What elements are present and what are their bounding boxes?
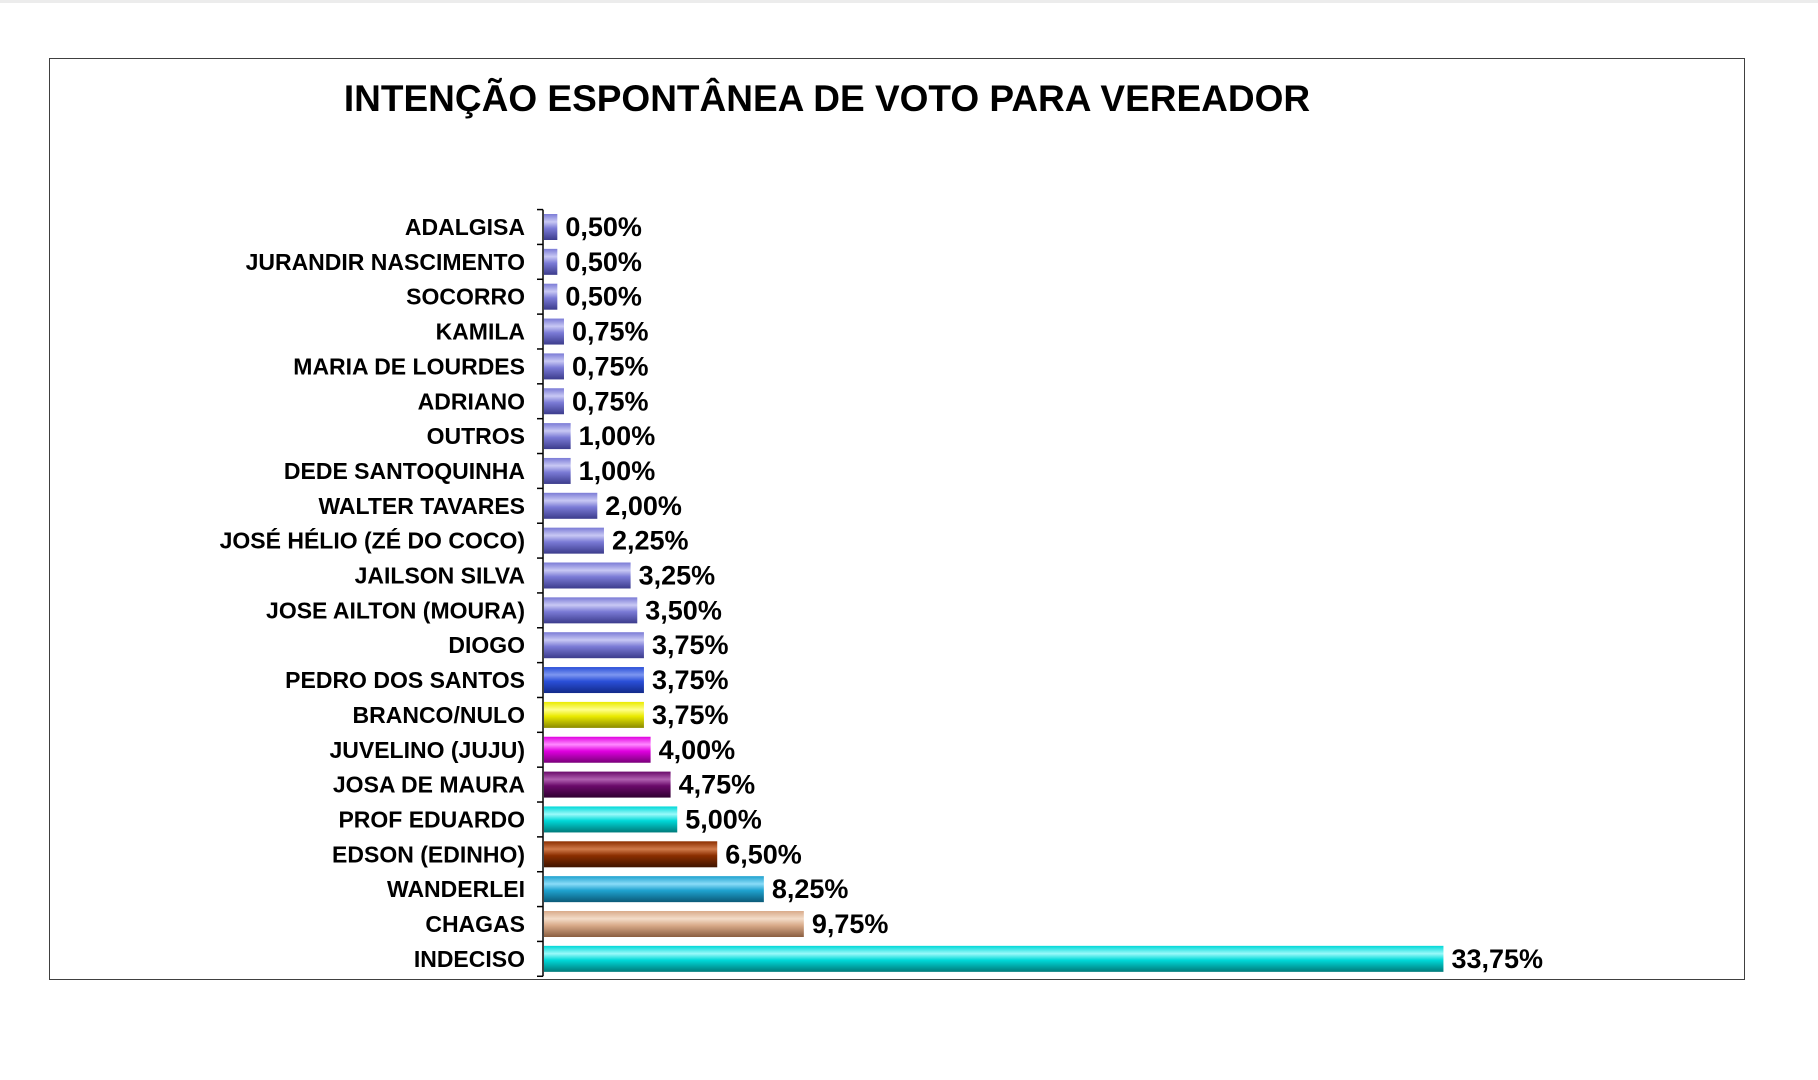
value-label: 1,00% [579, 456, 656, 486]
value-label: 6,50% [725, 839, 802, 869]
category-label: PEDRO DOS SANTOS [285, 667, 525, 693]
bar [544, 353, 564, 380]
category-label: SOCORRO [406, 284, 525, 310]
bar [544, 667, 644, 694]
value-label: 0,75% [572, 317, 649, 347]
category-label: OUTROS [427, 423, 525, 449]
category-label: KAMILA [436, 319, 525, 345]
value-label: 0,75% [572, 386, 649, 416]
category-label: PROF EDUARDO [338, 806, 525, 832]
bar [544, 806, 678, 833]
value-label: 3,50% [645, 595, 722, 625]
category-label: WANDERLEI [387, 876, 525, 902]
value-label: 8,25% [772, 874, 849, 904]
bar [544, 214, 558, 240]
category-label: ADRIANO [418, 388, 525, 414]
value-label: 9,75% [812, 909, 889, 939]
bar [544, 876, 764, 903]
value-label: 0,50% [565, 212, 642, 242]
value-label: 0,50% [565, 247, 642, 277]
bar [544, 527, 604, 554]
value-label: 2,00% [605, 491, 682, 521]
bar [544, 701, 644, 728]
bar [544, 841, 718, 868]
category-label: WALTER TAVARES [318, 493, 525, 519]
bar [544, 562, 631, 589]
value-label: 2,25% [612, 526, 689, 556]
bar [544, 492, 598, 519]
bar [544, 388, 564, 415]
category-label: ADALGISA [405, 214, 525, 240]
value-label: 3,75% [652, 665, 729, 695]
category-label: JAILSON SILVA [355, 563, 525, 589]
value-label: 4,75% [679, 770, 756, 800]
category-label: EDSON (EDINHO) [332, 841, 525, 867]
bar [544, 318, 564, 345]
value-label: 3,25% [639, 561, 716, 591]
category-label: INDECISO [414, 946, 525, 972]
category-label: JURANDIR NASCIMENTO [246, 249, 525, 275]
category-label: BRANCO/NULO [353, 702, 526, 728]
value-label: 33,75% [1451, 944, 1543, 974]
bar [544, 283, 558, 310]
category-label: DIOGO [448, 632, 525, 658]
bar [544, 945, 1444, 972]
bar [544, 632, 644, 659]
bar [544, 911, 804, 937]
value-label: 0,75% [572, 351, 649, 381]
value-label: 3,75% [652, 700, 729, 730]
value-label: 4,00% [659, 735, 736, 765]
bar [544, 736, 651, 763]
bar [544, 457, 571, 484]
value-label: 3,75% [652, 630, 729, 660]
bar [544, 423, 571, 450]
value-label: 1,00% [579, 421, 656, 451]
category-label: JOSA DE MAURA [333, 772, 525, 798]
bar [544, 771, 671, 798]
chart-frame [49, 58, 1745, 980]
category-label: JOSE AILTON (MOURA) [266, 597, 525, 623]
category-label: MARIA DE LOURDES [293, 353, 525, 379]
bar [544, 597, 638, 624]
value-label: 0,50% [565, 282, 642, 312]
category-label: CHAGAS [425, 911, 525, 937]
chart-title: INTENÇÃO ESPONTÂNEA DE VOTO PARA VEREADO… [343, 78, 1311, 119]
bar [544, 248, 558, 275]
category-label: JOSÉ HÉLIO (ZÉ DO COCO) [220, 527, 525, 554]
category-label: DEDE SANTOQUINHA [284, 458, 525, 484]
category-label: JUVELINO (JUJU) [329, 737, 525, 763]
top-rule [0, 0, 1818, 3]
value-label: 5,00% [685, 804, 762, 834]
